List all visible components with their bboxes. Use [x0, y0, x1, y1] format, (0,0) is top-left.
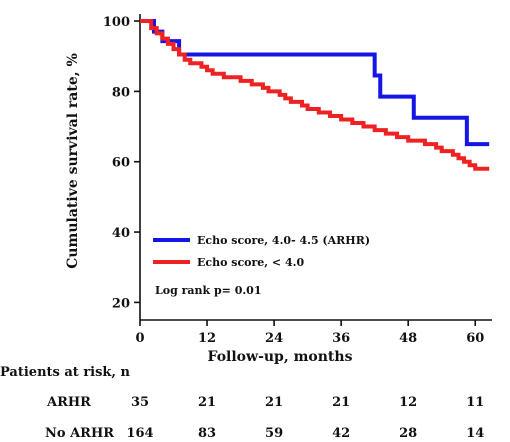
- risk-value: 14: [466, 426, 484, 441]
- y-tick-label: 100: [103, 15, 130, 30]
- x-tick-label: 48: [399, 331, 417, 346]
- risk-values: 35 21 21 21 12 11 164 83 59 42 28 14: [126, 395, 484, 441]
- y-axis-title: Cumulative survival rate, %: [65, 53, 81, 269]
- risk-value: 21: [265, 395, 283, 410]
- y-tick-label: 40: [112, 226, 130, 241]
- axes: 20 40 60 80 100 0 12 24 36 48 60: [103, 14, 492, 346]
- risk-table-title: Patients at risk, n: [0, 365, 130, 380]
- risk-row-label-arhr: ARHR: [46, 395, 91, 410]
- legend: Echo score, 4.0- 4.5 (ARHR) Echo score, …: [153, 234, 370, 297]
- risk-value: 21: [332, 395, 350, 410]
- risk-value: 59: [265, 426, 283, 441]
- risk-value: 12: [399, 395, 417, 410]
- y-tick-label: 20: [112, 296, 130, 311]
- x-tick-label: 60: [466, 331, 484, 346]
- risk-value: 164: [126, 426, 153, 441]
- risk-table: Patients at risk, n ARHR No ARHR 35 21 21 2…: [0, 365, 484, 441]
- risk-value: 42: [332, 426, 350, 441]
- legend-label-arhr: Echo score, 4.0- 4.5 (ARHR): [197, 234, 370, 247]
- survival-curves: [140, 19, 490, 171]
- y-tick-label: 80: [112, 85, 130, 100]
- x-tick-label: 0: [135, 331, 144, 346]
- risk-value: 11: [466, 395, 484, 410]
- x-axis-title: Follow-up, months: [208, 349, 353, 365]
- legend-label-no-arhr: Echo score, < 4.0: [197, 256, 304, 269]
- risk-value: 21: [198, 395, 216, 410]
- x-tick-label: 12: [198, 331, 216, 346]
- x-tick-label: 36: [332, 331, 350, 346]
- risk-value: 83: [198, 426, 216, 441]
- x-tick-label: 24: [265, 331, 283, 346]
- series-line-no-arhr: [140, 19, 490, 171]
- y-tick-label: 60: [112, 156, 130, 171]
- risk-value: 28: [399, 426, 417, 441]
- risk-row-label-no-arhr: No ARHR: [45, 426, 114, 441]
- log-rank-annotation: Log rank p= 0.01: [155, 284, 262, 297]
- risk-value: 35: [131, 395, 149, 410]
- series-line-arhr: [140, 19, 490, 147]
